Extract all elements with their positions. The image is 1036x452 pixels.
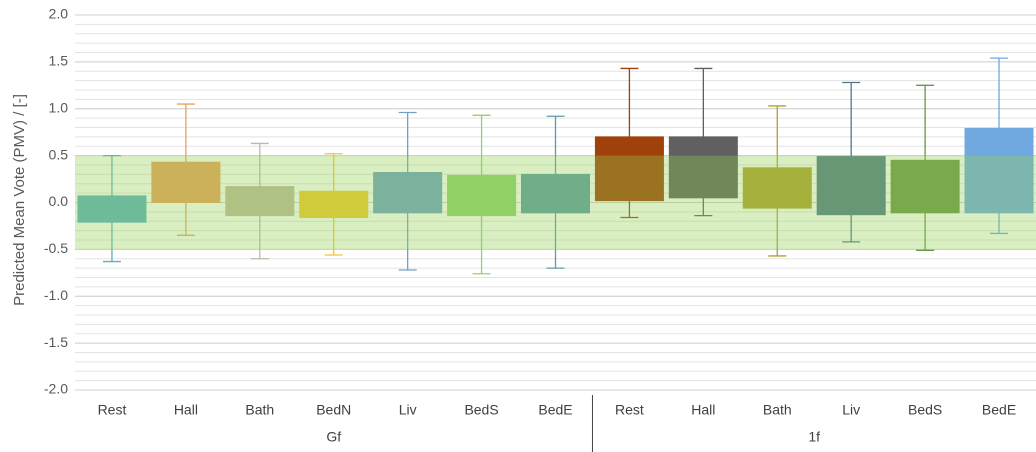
group-label: 1f [808, 429, 820, 445]
box [742, 167, 812, 209]
x-tick-label: BedE [982, 402, 1016, 418]
x-tick-label: BedS [908, 402, 942, 418]
box [151, 161, 221, 203]
y-axis-title: Predicted Mean Vote (PMV) / [-] [11, 94, 28, 306]
x-tick-label: BedS [464, 402, 498, 418]
box [77, 195, 147, 223]
y-tick-label: -1.5 [44, 334, 68, 350]
x-tick-label: Rest [615, 402, 644, 418]
comfort-band [75, 155, 1036, 250]
box [668, 136, 738, 199]
y-tick-label: 1.5 [49, 53, 69, 69]
y-tick-label: -0.5 [44, 240, 68, 256]
x-tick-label: Rest [98, 402, 127, 418]
box [890, 159, 960, 214]
x-tick-label: Liv [399, 402, 417, 418]
y-tick-label: 1.0 [49, 99, 69, 115]
x-tick-label: BedE [538, 402, 572, 418]
x-tick-label: BedN [316, 402, 351, 418]
box [520, 173, 591, 214]
y-tick-label: 0.0 [49, 193, 69, 209]
y-tick-label: -1.0 [44, 287, 68, 303]
box [373, 172, 443, 214]
x-tick-label: Bath [763, 402, 792, 418]
y-tick-label: 0.5 [49, 146, 69, 162]
box [299, 190, 369, 218]
box [447, 174, 517, 217]
x-tick-label: Bath [245, 402, 274, 418]
x-tick-label: Liv [842, 402, 860, 418]
x-tick-label: Hall [174, 402, 198, 418]
box [225, 186, 295, 217]
box [964, 127, 1034, 214]
box [816, 156, 886, 216]
x-tick-label: Hall [691, 402, 715, 418]
box [594, 136, 664, 202]
y-tick-label: -2.0 [44, 381, 68, 397]
y-tick-label: 2.0 [49, 6, 69, 22]
group-label: Gf [326, 429, 341, 445]
